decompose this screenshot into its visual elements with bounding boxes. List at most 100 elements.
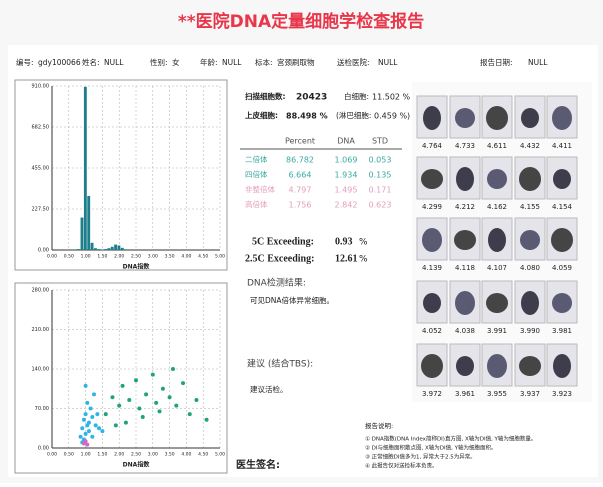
exceed-value: 12.61: [335, 253, 358, 264]
point: [174, 404, 178, 408]
cell-nucleus: [454, 230, 476, 250]
y-tick-label: 0.00: [38, 446, 49, 452]
result-label: DNA检测结果:: [247, 277, 306, 289]
point: [84, 384, 88, 388]
point: [194, 398, 198, 402]
cell-di: 4.299: [422, 203, 442, 211]
field-label: 报告日期:: [480, 57, 513, 67]
x-tick-label: 3.00: [148, 254, 158, 260]
cell-di: 4.038: [455, 327, 475, 335]
cell-nucleus: [553, 354, 571, 378]
field-label: 标本:: [255, 57, 273, 67]
field-value: gdy100066: [38, 58, 81, 67]
exceed-label: 5C Exceeding:: [252, 236, 314, 247]
cell-nucleus: [553, 169, 571, 189]
stat-value: 11.502 %: [372, 93, 411, 102]
bar: [118, 245, 121, 250]
cell-di: 4.139: [422, 264, 442, 272]
exceed-value: 0.93: [335, 236, 353, 247]
cell-di: 4.764: [422, 142, 443, 150]
point: [90, 435, 94, 439]
point: [97, 426, 101, 430]
cell-di: 4.059: [552, 264, 572, 272]
cell-nucleus: [456, 356, 474, 376]
field-value: NULL: [104, 58, 124, 67]
exceed-unit: %: [359, 238, 368, 248]
cell-nucleus: [521, 291, 539, 315]
cell-nucleus: [519, 167, 541, 191]
exceed-label: 2.5C Exceeding:: [245, 253, 314, 264]
table-cell: 1.069: [335, 156, 358, 165]
x-tick-label: 4.50: [198, 452, 208, 458]
y-tick-label: 140.00: [32, 367, 50, 373]
field-value: 女: [172, 57, 180, 67]
table-header: STD: [372, 137, 388, 146]
cell-nucleus: [421, 354, 443, 378]
x-tick-label: 3.50: [165, 452, 175, 458]
table-header: DNA: [337, 137, 355, 146]
point: [158, 409, 162, 413]
field-value: NULL: [528, 58, 548, 67]
x-tick-label: 5.00: [215, 254, 225, 260]
point: [90, 415, 94, 419]
point: [82, 418, 86, 422]
point: [121, 384, 125, 388]
cell-di: 4.432: [520, 142, 540, 150]
x-tick-label: 4.00: [181, 254, 191, 260]
cell-nucleus: [422, 228, 442, 252]
point: [144, 392, 148, 396]
x-tick-label: 2.00: [114, 452, 124, 458]
x-axis-label: DNA指数: [123, 461, 151, 469]
cell-nucleus: [456, 167, 474, 191]
cell-di: 4.080: [520, 264, 540, 272]
bar: [121, 248, 124, 250]
field-label: 编号:: [16, 57, 34, 67]
stat-label: 上皮细胞:: [245, 110, 278, 120]
point: [84, 439, 88, 443]
point: [84, 432, 88, 436]
table-cell: 0.623: [369, 201, 392, 210]
x-tick-label: 0.00: [47, 254, 57, 260]
cell-nucleus: [552, 106, 572, 130]
cell-nucleus: [423, 293, 441, 313]
x-tick-label: 0.50: [64, 254, 74, 260]
cell-di: 4.052: [422, 327, 442, 335]
bar: [101, 249, 104, 250]
cell-di: 4.155: [520, 203, 540, 211]
point: [151, 373, 155, 377]
cell-di: 3.972: [422, 390, 442, 398]
stat-label: 白细胞:: [344, 91, 369, 101]
table-cell: 1.495: [335, 186, 358, 195]
report: **医院DNA定量细胞学检查报告 编号:gdy100066姓名:NULL性别:女…: [0, 0, 603, 483]
cell-di: 4.212: [455, 203, 475, 211]
y-tick-label: 280.00: [32, 288, 50, 294]
field-label: 姓名:: [82, 57, 100, 67]
cell-di: 3.990: [520, 327, 540, 335]
cell-di: 3.961: [455, 390, 475, 398]
page: **医院DNA定量细胞学检查报告 编号:gdy100066姓名:NULL性别:女…: [0, 0, 603, 483]
point: [87, 429, 91, 433]
cell-nucleus: [521, 108, 539, 128]
table-cell: 1.934: [335, 171, 358, 180]
field-label: 性别:: [150, 57, 168, 67]
point: [104, 412, 108, 416]
result: 可见DNA倍体异常细胞。: [250, 295, 334, 305]
table-cell: 高倍体: [245, 199, 268, 209]
note: ③ 正常细胞DI值多为1, 异常大于2.5为异常。: [365, 453, 476, 461]
bar: [107, 248, 110, 250]
table-cell: 6.664: [289, 171, 312, 180]
stat-value: 20423: [296, 93, 327, 103]
x-tick-label: 0.50: [64, 452, 74, 458]
point: [114, 423, 118, 427]
cell-nucleus: [520, 230, 540, 250]
table-cell: 2.842: [335, 201, 358, 210]
point: [100, 429, 104, 433]
field-value: NULL: [222, 58, 242, 67]
cell-di: 3.981: [552, 327, 572, 335]
x-tick-label: 2.00: [114, 254, 124, 260]
bar: [81, 218, 84, 250]
y-tick-label: 210.00: [32, 327, 50, 333]
cell-di: 4.162: [487, 203, 507, 211]
advice-label: 建议 (结合TBS):: [247, 358, 313, 370]
point: [85, 401, 89, 405]
